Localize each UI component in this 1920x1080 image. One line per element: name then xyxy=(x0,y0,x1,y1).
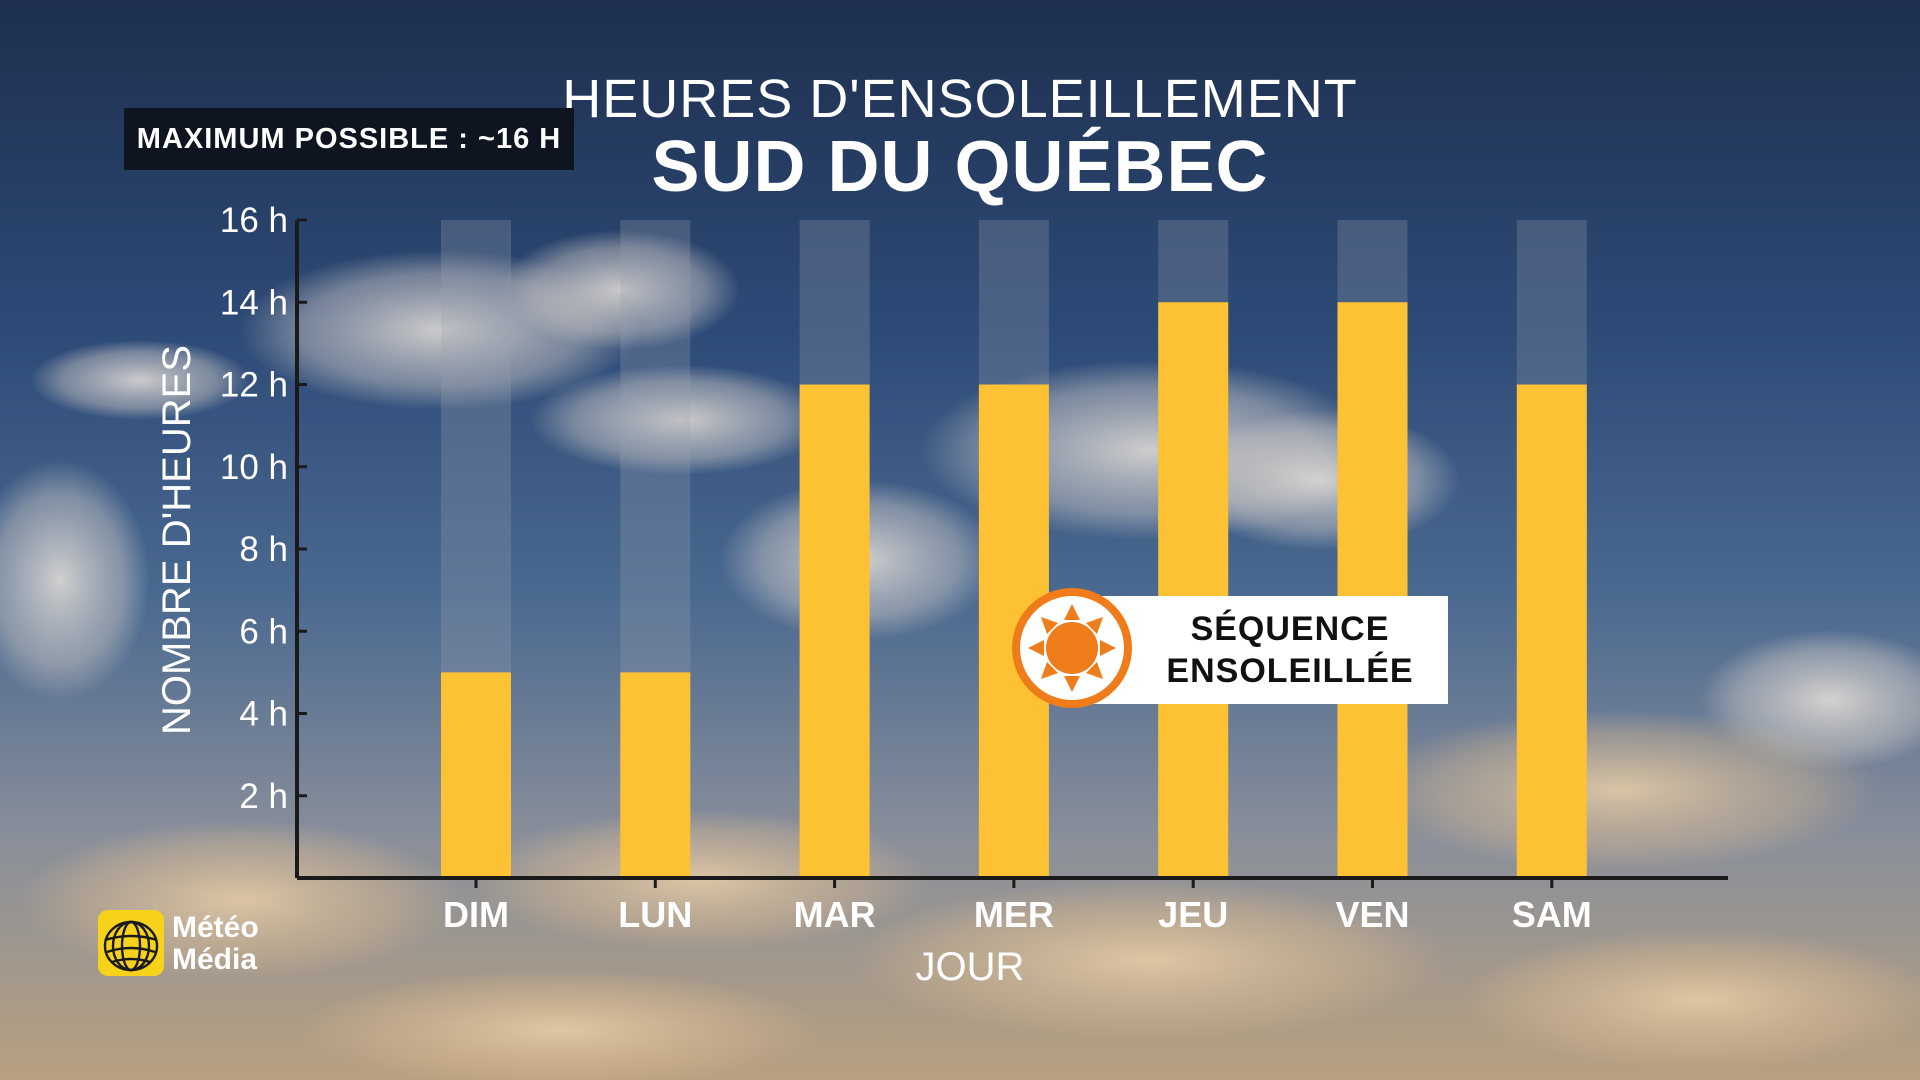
x-axis-label: JOUR xyxy=(916,945,1025,989)
badge-line-2: ENSOLEILLÉE xyxy=(1166,652,1414,690)
x-tick-label: LUN xyxy=(618,894,692,935)
sunny-sequence-badge: SÉQUENCE ENSOLEILLÉE xyxy=(1010,586,1448,708)
bar xyxy=(799,384,870,878)
bar xyxy=(1158,302,1229,878)
bar xyxy=(620,672,691,878)
logo-line-2: Média xyxy=(172,943,258,976)
y-tick-label: 8 h xyxy=(239,530,288,569)
bar xyxy=(1516,384,1587,878)
chart-title: HEURES D'ENSOLEILLEMENT xyxy=(562,69,1358,129)
y-tick-label: 10 h xyxy=(220,448,288,487)
bar xyxy=(441,672,511,878)
x-tick-label: VEN xyxy=(1335,894,1409,935)
y-tick-label: 6 h xyxy=(239,612,288,651)
chart-subtitle: SUD DU QUÉBEC xyxy=(651,127,1269,207)
y-axis-label: NOMBRE D'HEURES xyxy=(155,345,199,735)
meteo-media-globe-icon xyxy=(98,910,164,976)
x-tick-label: DIM xyxy=(443,894,509,935)
y-tick-label: 16 h xyxy=(220,201,288,240)
logo-text: Météo Média xyxy=(172,912,259,976)
y-tick-label: 4 h xyxy=(239,695,288,734)
meteo-media-logo: Météo Média xyxy=(98,908,298,980)
logo-line-1: Météo xyxy=(172,911,259,944)
x-tick-label: MER xyxy=(974,894,1054,935)
badge-box: SÉQUENCE ENSOLEILLÉE xyxy=(1060,596,1448,704)
badge-line-1: SÉQUENCE xyxy=(1190,610,1390,648)
y-tick-label: 12 h xyxy=(220,366,288,405)
badge-label: SÉQUENCE ENSOLEILLÉE xyxy=(1132,596,1448,704)
x-tick-label: JEU xyxy=(1158,894,1228,935)
bar xyxy=(1337,302,1408,878)
sun-icon xyxy=(1012,588,1132,708)
y-tick-label: 14 h xyxy=(220,283,288,322)
y-tick-label: 2 h xyxy=(239,777,288,816)
x-tick-label: MAR xyxy=(794,894,876,935)
x-tick-label: SAM xyxy=(1512,894,1592,935)
max-possible-label: MAXIMUM POSSIBLE : ~16 H xyxy=(124,108,574,170)
